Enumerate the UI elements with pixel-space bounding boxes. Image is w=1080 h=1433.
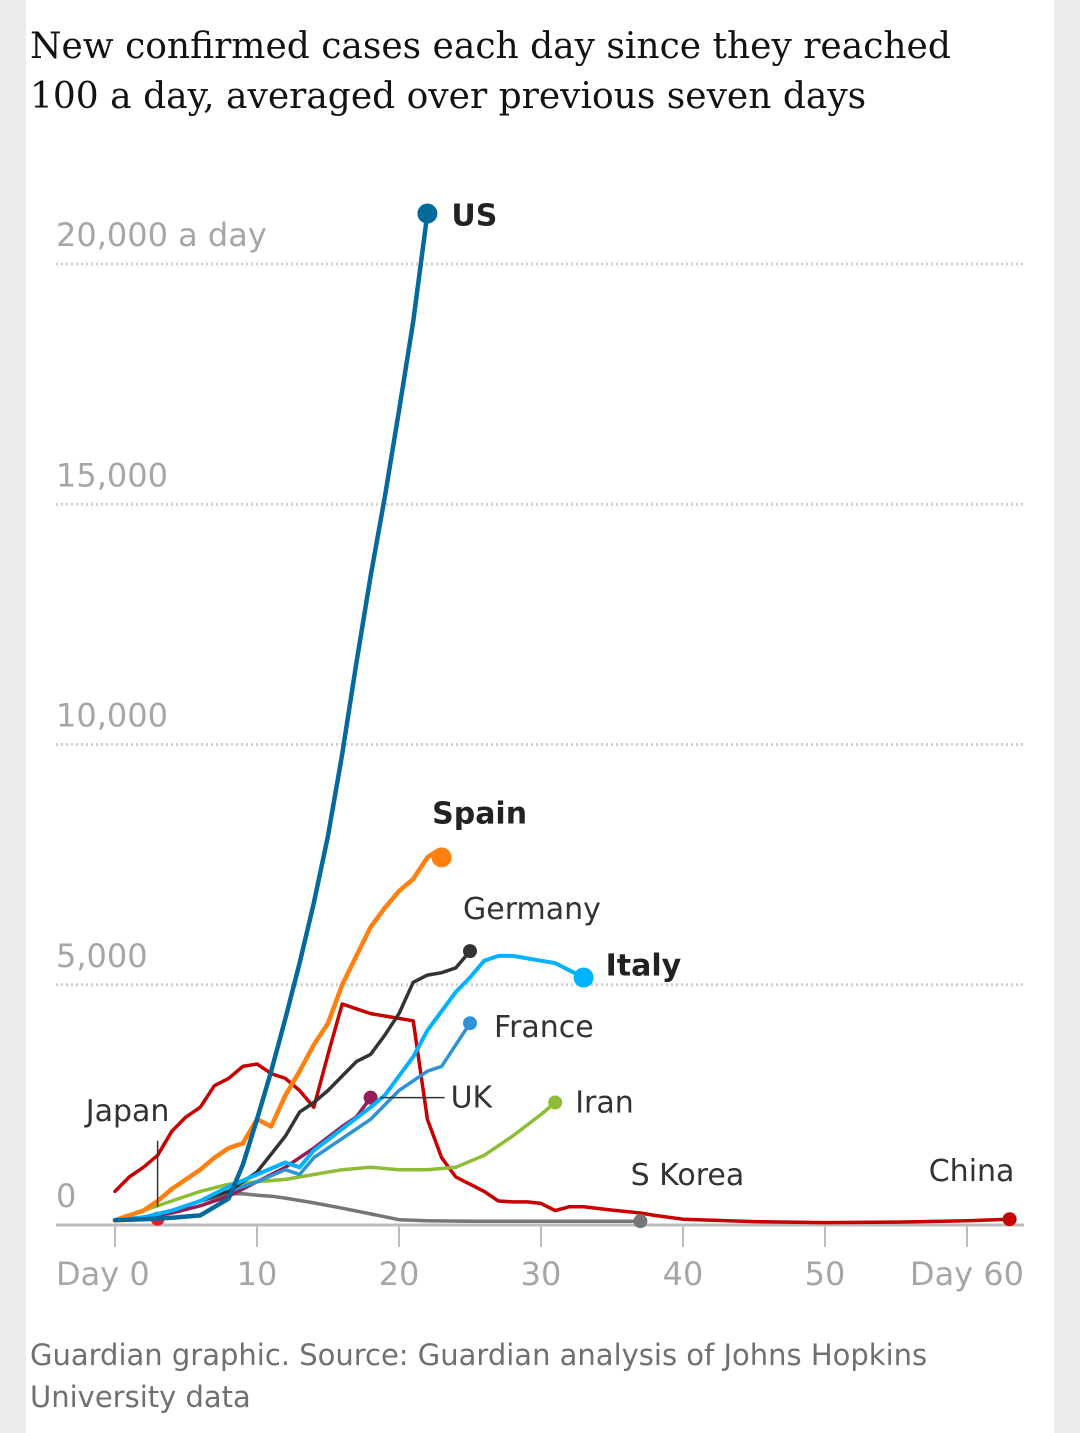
end-marker-italy — [573, 967, 594, 988]
end-marker-france — [463, 1016, 477, 1031]
chart-title: New confirmed cases each day since they … — [30, 26, 951, 117]
series-label-uk: UK — [451, 1081, 494, 1116]
x-tick-label: 30 — [521, 1255, 562, 1293]
x-tick-label: 50 — [805, 1255, 846, 1293]
x-axis: Day 0 10 20 30 40 50 Day 60 — [56, 1223, 1024, 1293]
y-tick-label: 20,000 a day — [56, 216, 267, 254]
y-tick-label: 15,000 — [56, 456, 168, 494]
series-label-iran: Iran — [575, 1085, 634, 1120]
x-tick-label: Day 60 — [910, 1255, 1024, 1293]
y-tick-label: 0 — [56, 1177, 76, 1215]
y-tick-label: 5,000 — [56, 937, 148, 975]
series-label-spain: Spain — [432, 796, 527, 831]
x-tick-label: 40 — [663, 1255, 704, 1293]
series-line-italy — [113, 953, 586, 1223]
gridlines: 0 5,000 10,000 15,000 20,000 a day — [56, 216, 1024, 1215]
y-tick-label: 10,000 — [56, 697, 168, 735]
x-tick-label: Day 0 — [56, 1255, 150, 1293]
series-line-iran — [113, 1100, 557, 1222]
end-marker-uk — [363, 1090, 378, 1105]
x-tick-label: 10 — [237, 1255, 278, 1293]
series-label-us: US — [451, 199, 497, 234]
series-line-spain — [112, 850, 444, 1223]
end-marker-s-korea — [633, 1214, 648, 1229]
source-note: Guardian graphic. Source: Guardian analy… — [30, 1338, 928, 1414]
series-lines — [112, 203, 1017, 1229]
end-marker-china — [1002, 1212, 1017, 1227]
series-label-france: France — [494, 1010, 594, 1045]
end-marker-spain — [431, 847, 452, 868]
series-label-china: China — [929, 1154, 1015, 1189]
series-label-s-korea: S Korea — [631, 1158, 745, 1193]
end-marker-germany — [463, 944, 477, 959]
end-marker-iran — [548, 1095, 563, 1110]
series-line-us — [112, 211, 430, 1223]
series-label-germany: Germany — [463, 892, 601, 927]
x-tick-label: 20 — [379, 1255, 420, 1293]
series-label-italy: Italy — [606, 949, 682, 984]
series-label-japan: Japan — [84, 1094, 170, 1129]
end-marker-us — [417, 203, 438, 224]
series-line-china — [113, 1002, 1012, 1225]
